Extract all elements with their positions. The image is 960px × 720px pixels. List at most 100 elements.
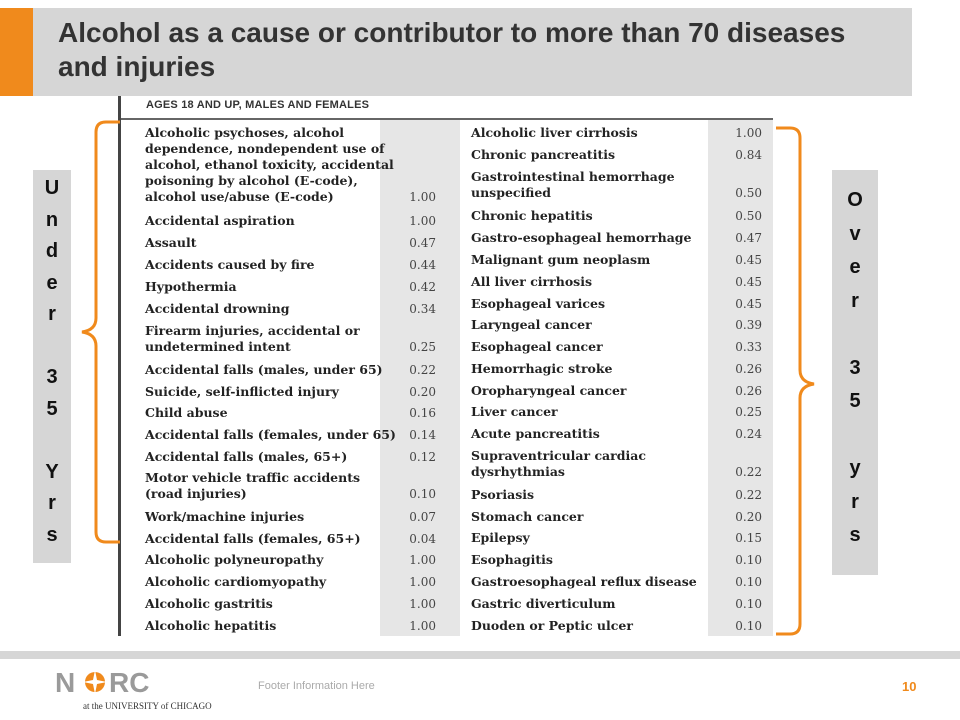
- right-row-value: 0.45: [735, 275, 762, 289]
- left-row-name: Assault: [145, 235, 197, 250]
- right-row-name: Supraventricular cardiac dysrhythmias: [471, 448, 646, 479]
- right-row-name: Gastroesophageal reflux disease: [471, 574, 697, 589]
- right-row-value: 0.39: [735, 318, 762, 332]
- left-side-letter: d: [45, 240, 59, 262]
- left-side-letter: r: [48, 303, 56, 325]
- left-row-name: Accidental aspiration: [145, 213, 295, 228]
- right-side-letter: r: [851, 289, 859, 312]
- svg-text:N: N: [55, 668, 75, 698]
- right-row-value: 0.50: [735, 209, 762, 223]
- right-row-value: 0.22: [735, 465, 762, 479]
- left-brace-bracket: [81, 120, 120, 544]
- left-row-value: 0.34: [409, 302, 436, 316]
- left-side-letter: Y: [45, 460, 59, 483]
- left-row-value: 0.20: [409, 385, 436, 399]
- right-row-value: 0.10: [735, 575, 762, 589]
- left-row-name: Motor vehicle traffic accidents (road in…: [145, 470, 361, 501]
- right-row-name: Acute pancreatitis: [471, 426, 600, 441]
- left-row-value: 1.00: [409, 575, 436, 589]
- left-row-name: Work/machine injuries: [145, 509, 305, 524]
- left-side-letter: r: [48, 492, 56, 514]
- left-row-name: Firearm injuries, accidental or undeterm…: [145, 323, 360, 354]
- left-row-value: 0.04: [409, 532, 436, 546]
- left-side-letter: n: [45, 208, 59, 231]
- page-title: Alcohol as a cause or contributor to mor…: [58, 17, 846, 82]
- right-row-name: Gastric diverticulum: [471, 596, 616, 611]
- left-row-value: 1.00: [409, 214, 436, 228]
- svg-text:RC: RC: [109, 668, 149, 698]
- left-row-value: 0.25: [409, 340, 436, 354]
- left-row-name: Accidental falls (females, under 65): [145, 427, 396, 442]
- right-row-value: 0.50: [735, 186, 762, 200]
- left-row-value: 0.14: [409, 428, 436, 442]
- footer-divider: [0, 651, 960, 659]
- right-row-name: Laryngeal cancer: [471, 317, 592, 332]
- svg-text:at the UNIVERSITY of CHICAGO: at the UNIVERSITY of CHICAGO: [83, 701, 212, 711]
- right-row-value: 0.26: [735, 384, 762, 398]
- left-row-name: Accidental falls (males, 65+): [145, 449, 348, 464]
- left-row-value: 1.00: [409, 619, 436, 633]
- left-side-letter: e: [46, 271, 58, 294]
- right-row-value: 0.25: [735, 405, 762, 419]
- left-row-value: 1.00: [409, 553, 436, 567]
- footer-text: Footer Information Here: [258, 680, 375, 692]
- left-row-value: 1.00: [409, 597, 436, 611]
- title-banner: [33, 8, 912, 96]
- table-header: AGES 18 AND UP, MALES AND FEMALES: [146, 99, 370, 111]
- left-row-name: Suicide, self-inflicted injury: [145, 384, 339, 399]
- norc-logo: N RC at the UNIVERSITY of CHICAGO: [55, 668, 212, 711]
- right-row-name: All liver cirrhosis: [471, 274, 592, 289]
- right-brace-bracket: [776, 126, 815, 636]
- left-row-name: Accidental drowning: [145, 301, 290, 316]
- left-value-column-shade: [380, 120, 460, 636]
- right-row-value: 0.10: [735, 553, 762, 567]
- right-side-letter: O: [847, 189, 863, 211]
- left-side-letter: U: [44, 177, 60, 199]
- right-row-name: Stomach cancer: [471, 509, 584, 524]
- right-row-value: 0.47: [735, 231, 762, 245]
- left-row-value: 0.16: [409, 406, 436, 420]
- right-row-name: Esophagitis: [471, 552, 553, 567]
- right-row-value: 1.00: [735, 126, 762, 140]
- right-row-name: Hemorrhagic stroke: [471, 361, 613, 376]
- left-row-name: Accidental falls (males, under 65): [145, 362, 383, 377]
- left-row-name: Alcoholic psychoses, alcohol dependence,…: [145, 125, 394, 204]
- left-side-letter: 3: [46, 366, 58, 388]
- right-row-value: 0.10: [735, 619, 762, 633]
- right-row-value: 0.45: [735, 253, 762, 267]
- left-row-value: 0.42: [409, 280, 436, 294]
- right-row-value: 0.15: [735, 531, 762, 545]
- left-row-name: Alcoholic gastritis: [145, 596, 273, 611]
- right-row-value: 0.22: [735, 488, 762, 502]
- right-row-value: 0.33: [735, 340, 762, 354]
- right-side-letter: 3: [849, 356, 861, 379]
- left-row-name: Alcoholic cardiomyopathy: [145, 574, 327, 589]
- right-row-value: 0.84: [735, 148, 762, 162]
- left-row-name: Hypothermia: [145, 279, 237, 294]
- page-number: 10: [902, 679, 917, 694]
- left-row-name: Child abuse: [145, 405, 228, 420]
- left-row-name: Accidental falls (females, 65+): [145, 531, 361, 546]
- left-row-name: Accidents caused by fire: [145, 257, 315, 272]
- left-row-name: Alcoholic polyneuropathy: [145, 552, 324, 567]
- right-row-name: Chronic pancreatitis: [471, 147, 616, 162]
- right-row-value: 0.24: [735, 427, 762, 441]
- right-row-name: Oropharyngeal cancer: [471, 383, 627, 398]
- right-row-value: 0.26: [735, 362, 762, 376]
- left-row-value: 1.00: [409, 190, 436, 204]
- right-row-value: 0.45: [735, 297, 762, 311]
- right-side-letter: r: [851, 490, 859, 513]
- left-row-value: 0.47: [409, 236, 436, 250]
- right-row-name: Esophageal varices: [471, 296, 606, 311]
- right-side-letter: y: [849, 457, 861, 479]
- title-accent-bar: [0, 8, 33, 96]
- right-side-letter: 5: [849, 390, 861, 412]
- right-row-name: Esophageal cancer: [471, 339, 603, 354]
- left-side-letter: s: [46, 523, 58, 546]
- right-row-name: Epilepsy: [471, 530, 530, 545]
- right-row-value: 0.10: [735, 597, 762, 611]
- left-row-value: 0.10: [409, 487, 436, 501]
- right-row-name: Psoriasis: [471, 487, 535, 502]
